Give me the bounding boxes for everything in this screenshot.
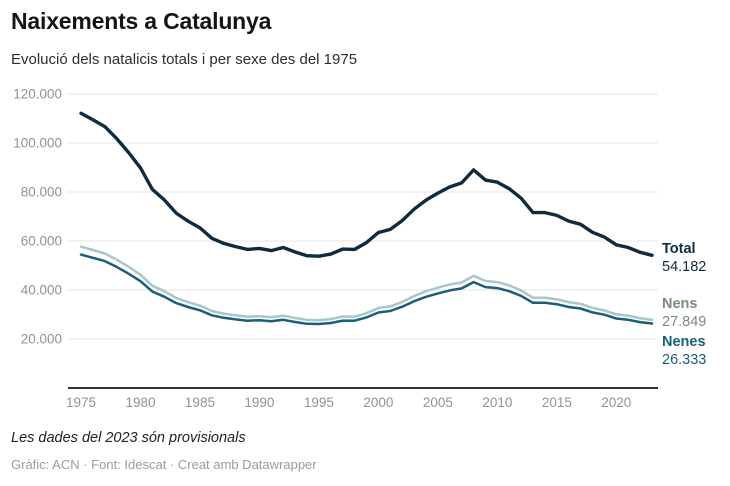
page-title: Naixements a Catalunya [11, 8, 272, 34]
line-nens [79, 245, 654, 322]
series-name-nens: Nens [662, 296, 698, 312]
x-axis-tick-label: 2010 [482, 395, 512, 410]
line-nenes [79, 253, 654, 326]
provisional-note: Les dades del 2023 són provisionals [11, 430, 246, 446]
x-axis-tick-label: 2000 [363, 395, 393, 410]
x-axis-tick-label: 1995 [304, 395, 334, 410]
x-axis-tick-label: 2015 [542, 395, 572, 410]
series-value-total: 54.182 [662, 259, 707, 275]
x-axis-tick-label: 1980 [125, 395, 155, 410]
x-axis-tick-label: 1985 [185, 395, 215, 410]
y-axis-tick-label: 80.000 [21, 185, 62, 200]
series-name-nenes: Nenes [662, 334, 706, 350]
series-value-nens: 27.849 [662, 314, 707, 330]
x-axis-tick-label: 2020 [601, 395, 631, 410]
series-label-nens: Nens 27.849 [662, 295, 706, 331]
series-label-total: Total 54.182 [662, 240, 706, 276]
y-axis-tick-label: 20.000 [21, 332, 62, 347]
line-total [79, 111, 654, 258]
chart-subtitle: Evolució dels natalicis totals i per sex… [11, 51, 358, 68]
y-axis-tick-label: 60.000 [21, 234, 62, 249]
x-axis-tick-label: 2005 [423, 395, 453, 410]
series-value-nenes: 26.333 [662, 352, 707, 368]
y-axis-tick-label: 100.000 [13, 136, 62, 151]
x-axis-tick-label: 1990 [244, 395, 274, 410]
series-label-nenes: Nenes 26.333 [662, 333, 706, 369]
x-axis-tick-label: 1975 [66, 395, 96, 410]
attribution-credits: Gràfic: ACN · Font: Idescat · Creat amb … [11, 457, 317, 472]
y-axis-tick-label: 120.000 [13, 87, 62, 102]
y-axis-tick-label: 40.000 [21, 283, 62, 298]
series-name-total: Total [662, 241, 696, 257]
